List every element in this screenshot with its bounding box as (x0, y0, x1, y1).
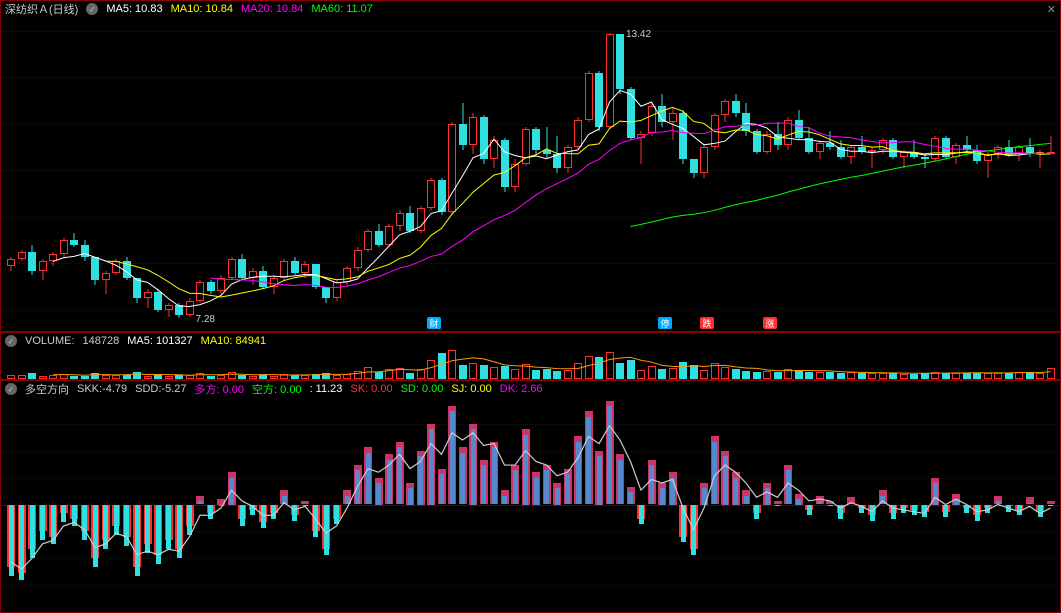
indicator-chart-area[interactable] (1, 397, 1060, 612)
volume-header: ✓ VOLUME: 148728 MA5: 101327 MA10: 84941 (1, 333, 1060, 349)
volume-settings-icon[interactable]: ✓ (5, 335, 17, 347)
indicator-settings-icon[interactable]: ✓ (5, 383, 17, 395)
event-flag[interactable]: 财 (427, 317, 441, 329)
indicator-panel[interactable]: ✓ 多空方向 SKK:-4.79 SDD:-5.27 多方: 0.00 空方: … (0, 380, 1061, 613)
volume-panel[interactable]: ✓ VOLUME: 148728 MA5: 101327 MA10: 84941 (0, 332, 1061, 380)
indicator-header: ✓ 多空方向 SKK:-4.79 SDD:-5.27 多方: 0.00 空方: … (1, 381, 1060, 397)
duo-label: 多方: 0.00 (195, 381, 245, 397)
price-annotation: 13.42 (626, 29, 651, 40)
ma10-label: MA10: 10.84 (171, 3, 233, 15)
volume-value: 148728 (83, 335, 120, 347)
kline-chart-area[interactable]: 13.42 7.28 财 停 跌 涨 (1, 17, 1060, 331)
ma20-label: MA20: 10.84 (241, 3, 303, 15)
plain-label: : 11.23 (310, 383, 343, 395)
volume-ma10-label: MA10: 84941 (201, 335, 266, 347)
ma5-label: MA5: 10.83 (106, 3, 162, 15)
sdd-label: SDD:-5.27 (135, 383, 186, 395)
volume-ma5-label: MA5: 101327 (127, 335, 192, 347)
kong-label: 空方: 0.00 (252, 381, 302, 397)
ma60-label: MA60: 11.07 (311, 3, 373, 15)
sj-label: SJ: 0.00 (451, 383, 491, 395)
volume-chart-area[interactable] (1, 349, 1060, 379)
kline-title: 深纺织Ａ(日线) (5, 1, 78, 17)
skk-label: SKK:-4.79 (77, 383, 127, 395)
kline-header: 深纺织Ａ(日线) ✓ MA5: 10.83 MA10: 10.84 MA20: … (1, 1, 1060, 17)
sk-label: SK: 0.00 (350, 383, 392, 395)
event-flag[interactable]: 涨 (763, 317, 777, 329)
event-flag[interactable]: 跌 (700, 317, 714, 329)
settings-icon[interactable]: ✓ (86, 3, 98, 15)
close-icon[interactable]: ✕ (1047, 3, 1056, 16)
volume-title: VOLUME: (25, 335, 75, 347)
kline-panel[interactable]: 深纺织Ａ(日线) ✓ MA5: 10.83 MA10: 10.84 MA20: … (0, 0, 1061, 332)
event-flag[interactable]: 停 (658, 317, 672, 329)
indicator-title: 多空方向 (25, 381, 69, 397)
sd-label: SD: 0.00 (401, 383, 444, 395)
dk-label: DK: 2.66 (500, 383, 543, 395)
price-annotation: 7.28 (196, 314, 215, 325)
